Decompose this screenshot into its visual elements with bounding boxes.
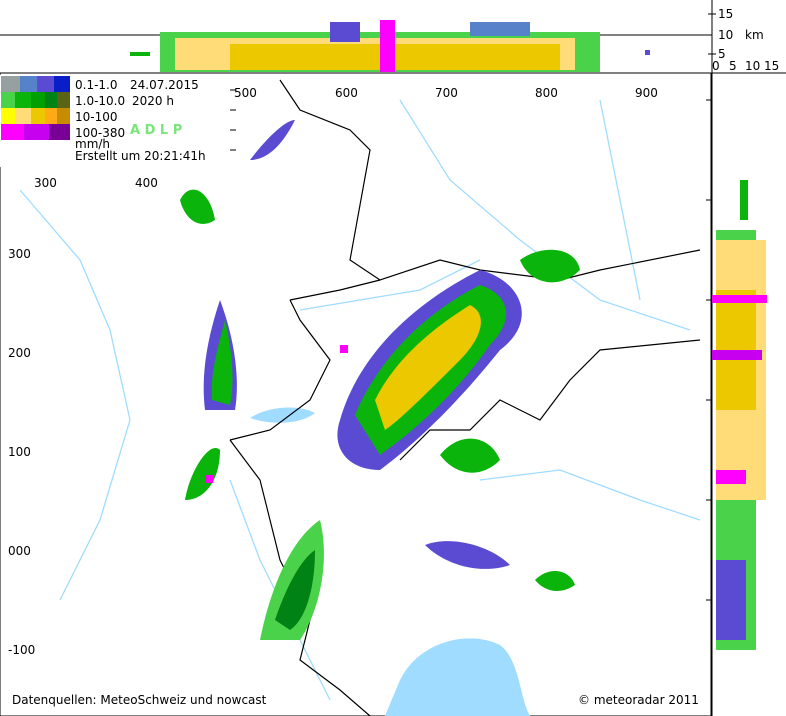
map-area xyxy=(0,72,712,716)
x-tick-lower: 300 xyxy=(34,176,57,190)
legend-range: 100-380 xyxy=(75,126,126,140)
y-tick: -100 xyxy=(8,643,36,657)
side-x-tick: 5 xyxy=(729,59,737,73)
y-tick: 100 xyxy=(8,445,31,459)
legend-range: 0.1-1.0 xyxy=(75,78,118,92)
top-unit: km xyxy=(745,28,764,42)
x-tick: 500 xyxy=(234,86,257,100)
legend-range: 1.0-10.0 xyxy=(75,94,126,108)
x-tick: 700 xyxy=(435,86,458,100)
x-tick: 800 xyxy=(535,86,558,100)
lake-geneva xyxy=(250,407,315,423)
y-tick: 300 xyxy=(8,247,31,261)
x-tick-lower: 400 xyxy=(135,176,158,190)
top-y-tick: 10 xyxy=(718,28,734,42)
x-tick: 900 xyxy=(635,86,658,100)
legend: 0.1-1.0 1.0-10.0 10-100 100-380 mm/h 24.… xyxy=(0,75,228,167)
x-tick: 600 xyxy=(335,86,358,100)
top-y-tick: 15 xyxy=(718,7,734,21)
top-y-tick: 5 xyxy=(718,47,726,61)
legend-unit: mm/h xyxy=(75,137,111,151)
sea xyxy=(385,638,530,716)
legend-range: 10-100 xyxy=(75,110,118,124)
side-x-tick: 0 xyxy=(712,59,720,73)
axis-ticks xyxy=(230,89,711,601)
y-tick: 200 xyxy=(8,346,31,360)
top-profile-echoes xyxy=(130,20,650,72)
product-label: A D L P xyxy=(130,123,183,138)
side-x-tick: 10 xyxy=(745,59,761,73)
copyright: © meteoradar 2011 xyxy=(578,693,699,707)
data-sources: Datenquellen: MeteoSchweiz und nowcast xyxy=(12,693,267,707)
radar-time: 2020 h xyxy=(132,94,174,108)
side-x-tick: 15 xyxy=(764,59,780,73)
created-time: Erstellt um 20:21:41h xyxy=(75,149,206,163)
rain-echoes xyxy=(180,120,580,640)
radar-date: 24.07.2015 xyxy=(130,78,199,92)
y-tick: 000 xyxy=(8,544,31,558)
side-height-profile xyxy=(711,73,767,716)
